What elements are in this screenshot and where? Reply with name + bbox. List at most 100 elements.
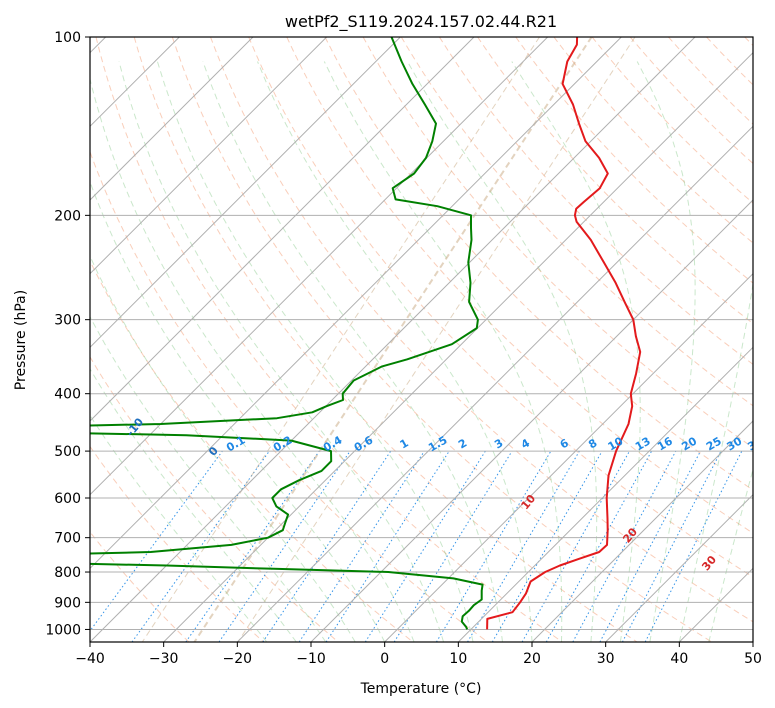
mixing-ratio-line — [325, 450, 450, 642]
x-tick-label: −30 — [149, 651, 179, 667]
dry-adiabat-line — [171, 37, 712, 642]
dry-adiabat-line — [706, 37, 753, 86]
moist-adiabat-line — [708, 467, 753, 642]
y-tick-label: 100 — [54, 30, 81, 46]
moist-adiabat-line — [257, 61, 533, 642]
mixing-ratio-line — [491, 450, 603, 642]
moist-adiabat-line — [511, 61, 641, 642]
grid-lines — [90, 37, 753, 642]
isotherm-line — [90, 37, 475, 422]
dry-adiabat-line — [90, 259, 414, 642]
y-tick-label: 900 — [54, 595, 81, 611]
x-tick-label: −10 — [296, 651, 326, 667]
mixing-ratio-line — [572, 450, 677, 642]
dry-adiabat-line — [591, 37, 753, 204]
isotherm-line — [531, 420, 753, 642]
isotherm-line — [90, 37, 622, 570]
mixing-ratio-label: 16 — [655, 434, 675, 453]
dry-adiabat-line — [668, 37, 753, 125]
dry-adiabat-line — [324, 37, 753, 491]
mixing-ratio-line — [218, 450, 351, 642]
y-tick-label: 500 — [54, 444, 81, 460]
isotherm-line — [752, 641, 753, 642]
mixing-ratio-line — [364, 450, 486, 642]
x-tick-label: −40 — [75, 651, 105, 667]
x-axis-label: Temperature (°C) — [360, 681, 482, 697]
moist-adiabat-line — [90, 315, 327, 642]
isotherm-line — [90, 37, 401, 349]
moist-adiabat-label: 20 — [620, 525, 640, 545]
moist-adiabat-line — [678, 280, 753, 642]
axis-ticks: −40 −30 −20 −10 0 10 20 30 40 50 100 200 300 400 500 60… — [45, 30, 762, 667]
moist-adiabat-line — [90, 180, 386, 642]
isotherm-line — [384, 272, 753, 642]
mixing-ratio-label: 36 — [745, 434, 765, 453]
y-tick-label: 400 — [54, 387, 81, 403]
dry-adiabat-line — [248, 37, 753, 578]
dry-adiabat-line — [744, 37, 753, 47]
moist-adiabat-line — [156, 61, 474, 642]
moist-adiabat-line — [90, 76, 415, 642]
mixing-ratio-line — [262, 450, 392, 642]
y-tick-label: 200 — [54, 208, 81, 224]
dry-adiabat-label: -10 — [124, 415, 147, 439]
dry-adiabat-line — [90, 445, 264, 642]
dewpoint-profile-line — [90, 37, 484, 630]
isoline — [237, 37, 636, 642]
moist-adiabat-label: 30 — [699, 553, 719, 573]
dry-adiabat-line — [400, 37, 753, 407]
moist-adiabat-line — [90, 367, 297, 642]
mixing-ratio-line — [599, 450, 701, 642]
x-tick-label: 0 — [380, 651, 389, 667]
isotherm-line — [90, 37, 696, 642]
dry-adiabat-line — [286, 37, 753, 534]
dry-adiabat-line — [210, 37, 753, 623]
isotherm-line — [90, 37, 328, 275]
mixing-ratio-line — [644, 450, 743, 642]
y-tick-label: 700 — [54, 531, 81, 547]
isotherm-line — [90, 37, 549, 496]
dry-adiabat-line — [133, 37, 638, 642]
chart-title: wetPf2_S119.2024.157.02.44.R21 — [285, 12, 557, 32]
dry-adiabat-line — [438, 37, 753, 365]
isotherm-line — [605, 493, 753, 642]
dry-adiabat-label: -30 — [0, 366, 2, 390]
moist-adiabat-line — [90, 254, 356, 642]
mixing-ratio-line — [393, 450, 513, 642]
dry-adiabat-line — [90, 355, 339, 642]
isotherm-line — [457, 346, 753, 642]
x-tick-label: 30 — [597, 651, 615, 667]
mixing-ratio-line — [467, 450, 580, 642]
y-tick-label: 1000 — [45, 622, 81, 638]
temperature-profile-line — [486, 37, 642, 630]
dry-adiabat-line — [90, 150, 488, 642]
mixing-ratio-label: 8 — [586, 436, 599, 451]
mixing-ratio-line — [435, 450, 552, 642]
mixing-ratio-line — [521, 450, 630, 642]
plot-frame — [89, 36, 754, 643]
isotherm-line — [163, 51, 753, 642]
isoline — [141, 37, 540, 642]
y-tick-label: 800 — [54, 565, 81, 581]
mixing-ratio-line — [545, 450, 653, 642]
x-tick-label: −20 — [223, 651, 253, 667]
y-axis-label: Pressure (hPa) — [13, 290, 29, 390]
moist-adiabat-line — [118, 61, 445, 642]
mixing-ratio-line — [298, 450, 425, 642]
dry-adiabat-line — [95, 37, 563, 642]
y-tick-label: 300 — [54, 313, 81, 329]
moist-adiabat-label: 40 — [770, 578, 775, 598]
isotherm-line — [236, 125, 753, 642]
isotherm-line — [310, 199, 753, 642]
moist-adiabat-line — [202, 61, 503, 642]
mixing-ratio-label: 6 — [558, 436, 571, 451]
mixing-ratio-label: 1 — [398, 436, 411, 451]
moist-adiabat-line — [90, 414, 268, 642]
mixing-ratio-label: 30 — [725, 434, 745, 453]
mixing-ratio-line — [131, 450, 270, 642]
moist-adiabat-label: 10 — [518, 492, 538, 512]
x-tick-label: 20 — [523, 651, 541, 667]
x-tick-label: 10 — [449, 651, 467, 667]
dry-adiabat-line — [553, 37, 753, 244]
